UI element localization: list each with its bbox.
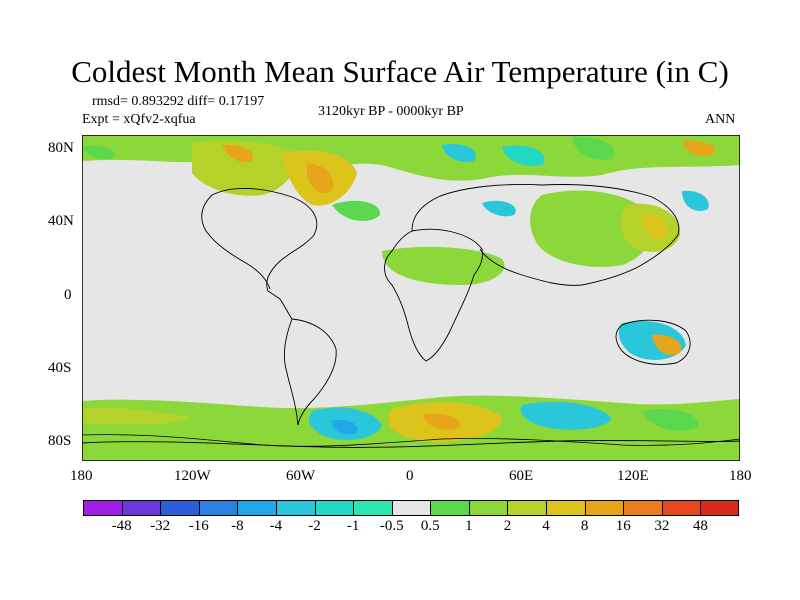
lon-label-60w: 60W: [286, 468, 316, 484]
colorbar-swatch: [468, 500, 508, 516]
colorbar-level-label: -4: [269, 518, 283, 534]
colorbar-swatch: [353, 500, 392, 516]
colorbar-swatch: [546, 500, 585, 516]
colorbar-labels: -48 -32 -16 -8 -4 -2 -1 -0.5 0.5 1 2 4 8 16 32 48: [83, 518, 739, 538]
period-text: 3120kyr BP - 0000kyr BP: [318, 104, 464, 119]
map-title: Coldest Month Mean Surface Air Temperatu…: [71, 54, 729, 89]
eurasia-coastline: [411, 184, 680, 286]
colorbar-level-label: 2: [503, 518, 512, 534]
colorbar-swatch: [700, 500, 739, 516]
midlatitude-anomaly-patches: [332, 190, 709, 360]
north-america-coastline: [211, 188, 318, 320]
lon-label-180w: 180: [70, 468, 93, 484]
colorbar-level-label: -48: [111, 518, 132, 534]
lat-label-80n: 80N: [48, 140, 74, 156]
colorbar-level-label: -1: [346, 518, 360, 534]
colorbar-level-label: 0.5: [420, 518, 440, 534]
lat-label-0: 0: [64, 287, 72, 303]
colorbar-level-label: 32: [654, 518, 670, 534]
experiment-text: Expt = xQfv2-xqfua: [82, 112, 196, 127]
colorbar-swatch: [121, 500, 161, 516]
arctic-anomaly-band: [82, 135, 740, 206]
colorbar: [83, 500, 739, 516]
stats-text: rmsd= 0.893292 diff= 0.17197: [92, 94, 265, 109]
lon-label-60e: 60E: [509, 468, 534, 484]
colorbar-level-label: -8: [231, 518, 244, 534]
lon-label-120e: 120E: [617, 468, 649, 484]
colorbar-level-label: -16: [188, 518, 209, 534]
coastlines: [82, 184, 740, 448]
colorbar-level-label: 8: [580, 518, 589, 534]
lon-label-0: 0: [406, 468, 414, 484]
temperature-anomaly-map: [82, 135, 740, 461]
colorbar-swatch: [584, 500, 624, 516]
colorbar-swatch: [314, 500, 354, 516]
colorbar-swatch: [237, 500, 276, 516]
season-text: ANN: [705, 112, 736, 127]
colorbar-level-label: 1: [465, 518, 473, 534]
colorbar-level-label: 16: [615, 518, 631, 534]
antarctica-coastline: [82, 439, 740, 448]
lat-label-40s: 40S: [48, 360, 72, 376]
colorbar-swatch: [507, 500, 547, 516]
colorbar-level-label: -2: [308, 518, 321, 534]
colorbar-level-label: 4: [542, 518, 550, 534]
colorbar-level-label: 48: [692, 518, 708, 534]
lon-label-180e: 180: [729, 468, 752, 484]
lat-label-40n: 40N: [48, 213, 74, 229]
lat-label-80s: 80S: [48, 433, 72, 449]
south-america-coastline: [291, 318, 337, 426]
colorbar-swatch: [160, 500, 199, 516]
colorbar-swatch: [661, 500, 701, 516]
colorbar-swatch: [198, 500, 238, 516]
antarctic-anomaly-band: [82, 395, 740, 461]
colorbar-swatch: [83, 500, 122, 516]
colorbar-swatch: [275, 500, 315, 516]
colorbar-level-label: -0.5: [379, 518, 404, 534]
lon-label-120w: 120W: [174, 468, 211, 484]
south-america-west-coastline: [283, 318, 299, 426]
colorbar-level-label: -32: [150, 518, 171, 534]
australia-coastline: [615, 319, 691, 365]
africa-coastline: [384, 228, 483, 362]
colorbar-swatch: [430, 500, 469, 516]
north-america-west-coastline: [201, 194, 271, 290]
colorbar-swatch: [623, 500, 662, 516]
colorbar-swatch: [391, 500, 431, 516]
